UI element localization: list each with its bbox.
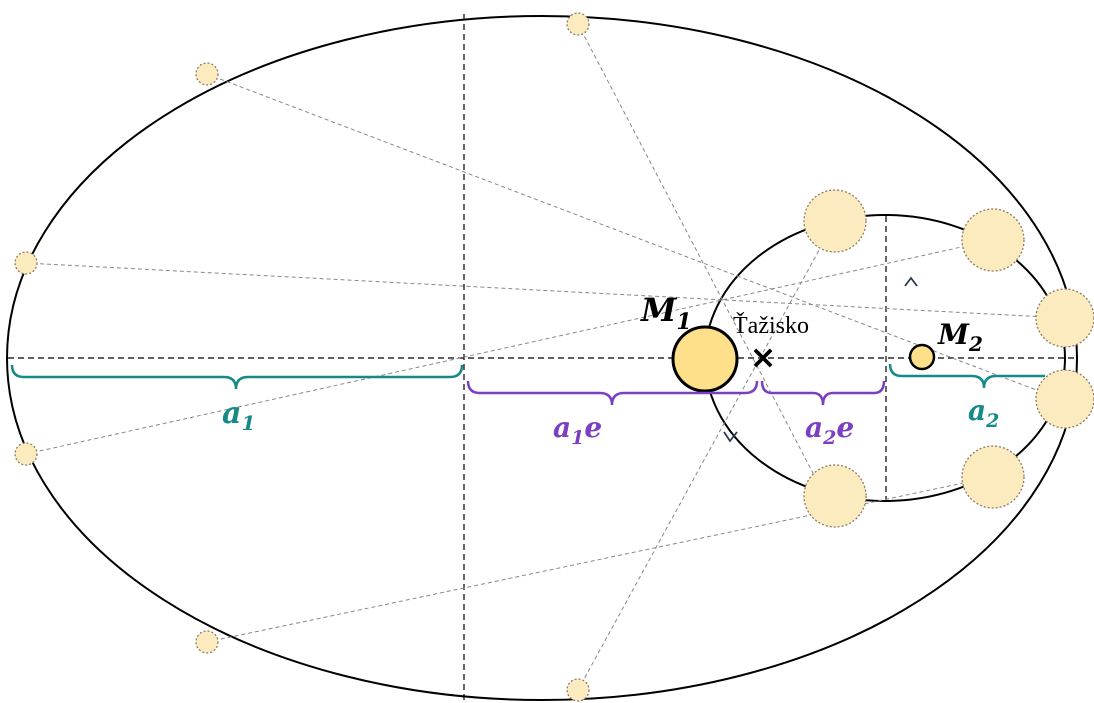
ghost-body — [195, 630, 219, 654]
large-orbit — [6, 15, 1078, 701]
label-a1: a1 — [222, 396, 255, 435]
label-m1: M1 — [640, 291, 692, 335]
ghost-body — [961, 208, 1025, 272]
ghost-positions-small — [803, 189, 1094, 528]
label-m2: M2 — [937, 318, 983, 356]
ghost-positions-large — [14, 12, 590, 702]
guide-line — [206, 73, 1061, 400]
ghost-body — [1035, 288, 1094, 348]
brace-a1 — [10, 364, 464, 390]
label-a1e: a1e — [553, 411, 602, 449]
ghost-body — [961, 445, 1025, 509]
ghost-body — [803, 189, 867, 253]
brace-a2e — [760, 380, 886, 406]
brace-a1e — [466, 380, 759, 406]
ghost-body — [195, 62, 219, 86]
body-m1 — [671, 325, 739, 393]
guide-line — [577, 23, 826, 497]
label-a2: a2 — [968, 394, 999, 432]
guide-line — [577, 220, 836, 691]
ghost-body — [14, 251, 38, 275]
orbit-direction-arrow-icon — [904, 276, 918, 287]
ghost-body — [14, 442, 38, 466]
ghost-body — [566, 12, 590, 36]
body-m2 — [908, 343, 936, 371]
ghost-body — [803, 464, 867, 528]
barycenter-label: Ťažisko — [733, 313, 809, 339]
ghost-body — [1035, 369, 1094, 429]
label-a2e: a2e — [805, 411, 854, 449]
guide-line — [25, 262, 1066, 319]
orbit-direction-arrow-icon — [723, 431, 738, 443]
brace-a2 — [888, 363, 1045, 389]
ghost-body — [566, 678, 590, 702]
guide-line — [206, 476, 993, 643]
barycenter-marker: × — [750, 338, 777, 376]
